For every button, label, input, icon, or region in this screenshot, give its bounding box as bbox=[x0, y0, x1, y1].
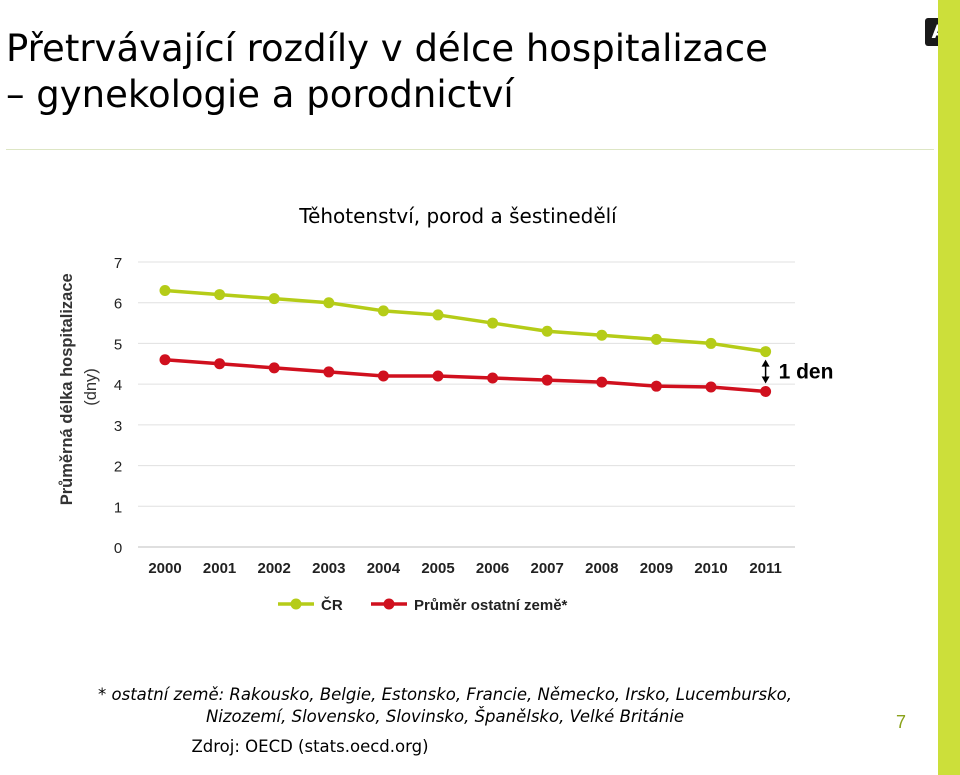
legend-label-2: Průměr ostatní země* bbox=[414, 597, 568, 614]
data-point-1-2006 bbox=[487, 317, 499, 329]
data-point-2-2001 bbox=[214, 358, 226, 370]
data-point-2-2004 bbox=[377, 370, 389, 382]
chart-title: Těhotenství, porod a šestinedělí bbox=[298, 204, 618, 228]
x-tick-label-2001: 2001 bbox=[203, 560, 236, 577]
x-tick-label-2010: 2010 bbox=[694, 560, 727, 577]
y-tick-label-1: 1 bbox=[114, 499, 122, 516]
x-tick-label-2000: 2000 bbox=[148, 560, 181, 577]
data-point-1-2005 bbox=[432, 309, 444, 321]
series-lines bbox=[159, 285, 772, 397]
data-point-1-2000 bbox=[159, 285, 171, 296]
y-tick-label-7: 7 bbox=[114, 255, 122, 272]
line-chart: Těhotenství, porod a šestinedělí Průměrn… bbox=[58, 204, 834, 614]
slide-title: Přetrvávající rozdíly v délce hospitaliz… bbox=[6, 26, 768, 118]
data-point-1-2002 bbox=[268, 293, 280, 305]
source-text: Zdroj: OECD (stats.oecd.org) bbox=[191, 737, 429, 756]
data-point-2-2005 bbox=[432, 370, 444, 382]
slide-title-line-2: – gynekologie a porodnictví bbox=[6, 73, 514, 116]
data-point-2-2008 bbox=[596, 376, 608, 388]
series-line-1 bbox=[164, 288, 766, 354]
data-point-1-2010 bbox=[705, 337, 717, 349]
difference-annotation: 1 den bbox=[761, 359, 834, 384]
x-tick-label-2004: 2004 bbox=[367, 560, 401, 577]
data-point-2-2009 bbox=[650, 380, 662, 392]
x-tick-labels: 2000 2001 2002 2003 2004 2005 2006 2007 2008 2009… bbox=[148, 560, 782, 577]
x-tick-label-2002: 2002 bbox=[258, 560, 291, 577]
data-point-2-2007 bbox=[541, 374, 553, 386]
y-tick-labels: 0 1 2 3 4 5 6 7 bbox=[114, 255, 122, 557]
y-axis-label-line-1: Průměrná délka hospitalizace bbox=[58, 273, 76, 505]
y-tick-label-3: 3 bbox=[114, 418, 122, 435]
data-point-2-2010 bbox=[705, 381, 717, 393]
data-point-2-2000 bbox=[159, 354, 171, 366]
data-point-2-2002 bbox=[268, 362, 280, 374]
data-point-2-2006 bbox=[487, 372, 499, 384]
data-point-1-2009 bbox=[650, 333, 662, 345]
legend-item-1: ČR bbox=[278, 596, 343, 614]
data-point-1-2003 bbox=[323, 297, 335, 309]
legend-swatch-marker-1 bbox=[290, 598, 302, 610]
y-tick-label-2: 2 bbox=[114, 459, 122, 476]
x-tick-label-2011: 2011 bbox=[749, 560, 782, 577]
y-tick-label-6: 6 bbox=[114, 296, 122, 313]
footnote-line-1: * ostatní země: Rakousko, Belgie, Estons… bbox=[98, 685, 792, 704]
legend-label-1: ČR bbox=[321, 596, 343, 614]
annotation-label: 1 den bbox=[779, 361, 834, 384]
data-point-2-2003 bbox=[323, 366, 335, 378]
data-point-1-2011 bbox=[760, 346, 772, 358]
y-axis-label-line-2: (dny) bbox=[82, 368, 100, 406]
x-tick-label-2009: 2009 bbox=[640, 560, 673, 577]
data-point-1-2001 bbox=[214, 289, 226, 301]
grid-lines bbox=[138, 261, 795, 548]
y-tick-label-0: 0 bbox=[114, 540, 122, 557]
series-line-2 bbox=[164, 357, 766, 394]
x-tick-label-2005: 2005 bbox=[421, 560, 454, 577]
legend-item-2: Průměr ostatní země* bbox=[371, 597, 568, 614]
footnote-line-2: Nizozemí, Slovensko, Slovinsko, Španělsk… bbox=[205, 707, 685, 726]
legend: ČR Průměr ostatní země* bbox=[278, 596, 568, 614]
x-tick-label-2003: 2003 bbox=[312, 560, 345, 577]
x-tick-label-2008: 2008 bbox=[585, 560, 618, 577]
page-number: 7 bbox=[896, 712, 907, 732]
title-divider bbox=[6, 149, 934, 150]
slide-title-line-1: Přetrvávající rozdíly v délce hospitaliz… bbox=[6, 27, 768, 70]
data-point-1-2008 bbox=[596, 329, 608, 341]
data-point-2-2011 bbox=[760, 385, 772, 397]
data-point-1-2004 bbox=[377, 305, 389, 317]
y-axis-label: Průměrná délka hospitalizace (dny) bbox=[58, 269, 100, 506]
series-2 bbox=[159, 354, 772, 397]
x-tick-label-2006: 2006 bbox=[476, 560, 509, 577]
y-tick-label-5: 5 bbox=[114, 336, 122, 353]
x-tick-label-2007: 2007 bbox=[531, 560, 564, 577]
accent-side-bar bbox=[938, 0, 960, 775]
series-1 bbox=[159, 285, 772, 358]
footnote: * ostatní země: Rakousko, Belgie, Estons… bbox=[60, 684, 830, 728]
data-point-1-2007 bbox=[541, 325, 553, 337]
annotation-arrow-head-bottom bbox=[761, 376, 770, 384]
y-tick-label-4: 4 bbox=[114, 377, 122, 394]
legend-swatch-marker-2 bbox=[383, 598, 395, 610]
annotation-arrow-head-top bbox=[761, 359, 770, 367]
